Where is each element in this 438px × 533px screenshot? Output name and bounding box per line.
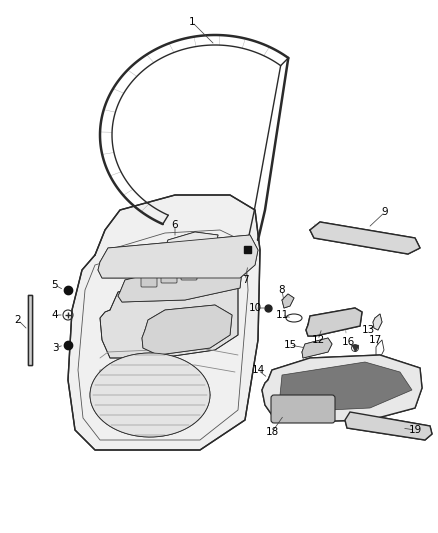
Text: 19: 19	[408, 425, 422, 435]
FancyBboxPatch shape	[141, 276, 157, 287]
Polygon shape	[345, 412, 432, 440]
Ellipse shape	[286, 314, 302, 322]
FancyBboxPatch shape	[181, 269, 197, 280]
Text: 1: 1	[189, 17, 195, 27]
Text: 4: 4	[52, 310, 58, 320]
Polygon shape	[100, 275, 238, 358]
Text: 13: 13	[361, 325, 374, 335]
Polygon shape	[262, 355, 422, 422]
FancyBboxPatch shape	[161, 272, 177, 283]
Bar	[244, 246, 251, 253]
Polygon shape	[90, 353, 210, 437]
Polygon shape	[282, 294, 294, 308]
Text: 3: 3	[52, 343, 58, 353]
Polygon shape	[302, 338, 332, 358]
Polygon shape	[68, 195, 260, 450]
Polygon shape	[280, 362, 412, 412]
Polygon shape	[373, 314, 382, 330]
Polygon shape	[98, 235, 258, 278]
Text: 12: 12	[311, 335, 325, 345]
FancyBboxPatch shape	[271, 395, 335, 423]
Polygon shape	[306, 308, 362, 336]
Text: 15: 15	[283, 340, 297, 350]
Text: 18: 18	[265, 427, 279, 437]
Polygon shape	[310, 222, 420, 254]
Polygon shape	[162, 232, 218, 258]
Polygon shape	[118, 262, 242, 302]
Text: 6: 6	[172, 220, 178, 230]
FancyBboxPatch shape	[201, 266, 217, 277]
Text: 14: 14	[251, 365, 265, 375]
Polygon shape	[28, 295, 32, 365]
Text: 7: 7	[242, 275, 248, 285]
Text: 10: 10	[248, 303, 261, 313]
Text: 9: 9	[381, 207, 389, 217]
Text: 17: 17	[368, 335, 381, 345]
Polygon shape	[142, 305, 232, 355]
Text: 5: 5	[52, 280, 58, 290]
Text: 8: 8	[279, 285, 285, 295]
Text: 11: 11	[276, 310, 289, 320]
Text: 16: 16	[341, 337, 355, 347]
Text: 2: 2	[15, 315, 21, 325]
